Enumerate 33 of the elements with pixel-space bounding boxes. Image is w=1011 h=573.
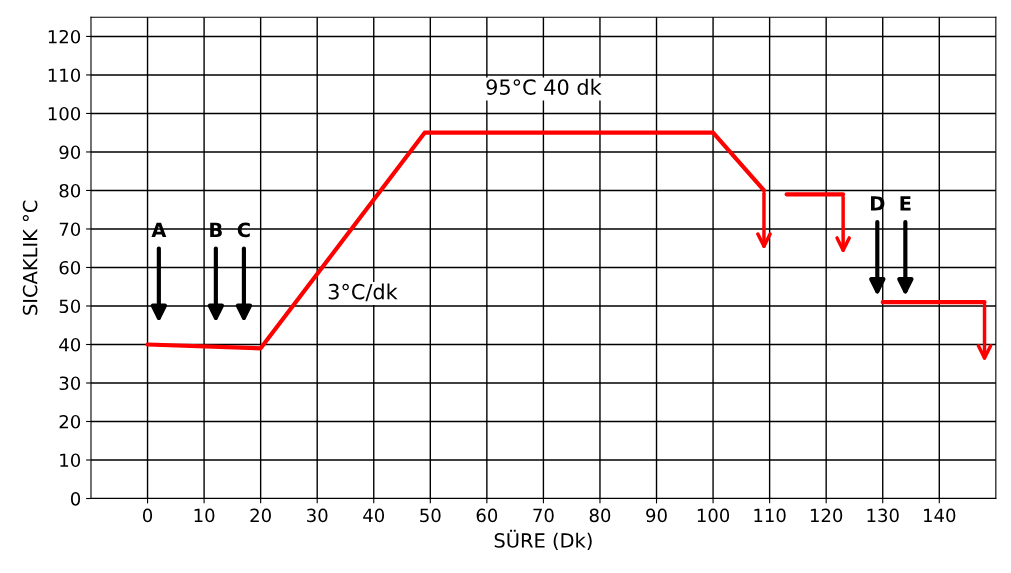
x-tick-label: 90 bbox=[646, 508, 667, 523]
x-tick-label: 100 bbox=[697, 508, 730, 523]
x-tick-label: 40 bbox=[363, 508, 385, 523]
x-tick-label: 20 bbox=[250, 508, 271, 523]
y-axis-title: SICAKLIK °C bbox=[22, 200, 38, 315]
x-tick-label: 120 bbox=[810, 508, 843, 523]
annotation: 95°C 40 dk bbox=[486, 78, 602, 95]
x-tick-label: 80 bbox=[589, 508, 611, 523]
y-tick-label: 60 bbox=[59, 260, 81, 275]
y-tick-label: 80 bbox=[59, 183, 81, 198]
x-tick-label: 70 bbox=[533, 508, 554, 523]
y-tick-label: 120 bbox=[48, 29, 81, 44]
y-tick-label: 50 bbox=[59, 299, 81, 314]
annotation: 3°C/dk bbox=[328, 283, 398, 302]
x-tick-label: 10 bbox=[194, 508, 215, 523]
y-tick-label: 90 bbox=[59, 145, 81, 160]
y-tick-label: 40 bbox=[59, 337, 81, 352]
y-tick-label: 110 bbox=[48, 68, 81, 83]
y-tick-label: 100 bbox=[48, 106, 81, 121]
x-tick-label: 130 bbox=[867, 508, 899, 523]
x-tick-label: 50 bbox=[420, 508, 441, 523]
y-tick-label: 0 bbox=[70, 491, 81, 506]
x-tick-label: 30 bbox=[307, 508, 328, 523]
y-tick-label: 10 bbox=[60, 453, 81, 468]
x-tick-label: 60 bbox=[476, 508, 498, 523]
x-tick-label: 110 bbox=[754, 508, 786, 523]
x-tick-label: 140 bbox=[924, 508, 956, 523]
y-tick-label: 70 bbox=[59, 222, 81, 237]
x-axis-title: SÜRE (Dk) bbox=[494, 529, 592, 551]
y-tick-label: 30 bbox=[59, 376, 81, 391]
y-tick-label: 20 bbox=[59, 414, 81, 429]
annotation: E bbox=[900, 196, 911, 211]
x-tick-label: 0 bbox=[142, 508, 153, 523]
